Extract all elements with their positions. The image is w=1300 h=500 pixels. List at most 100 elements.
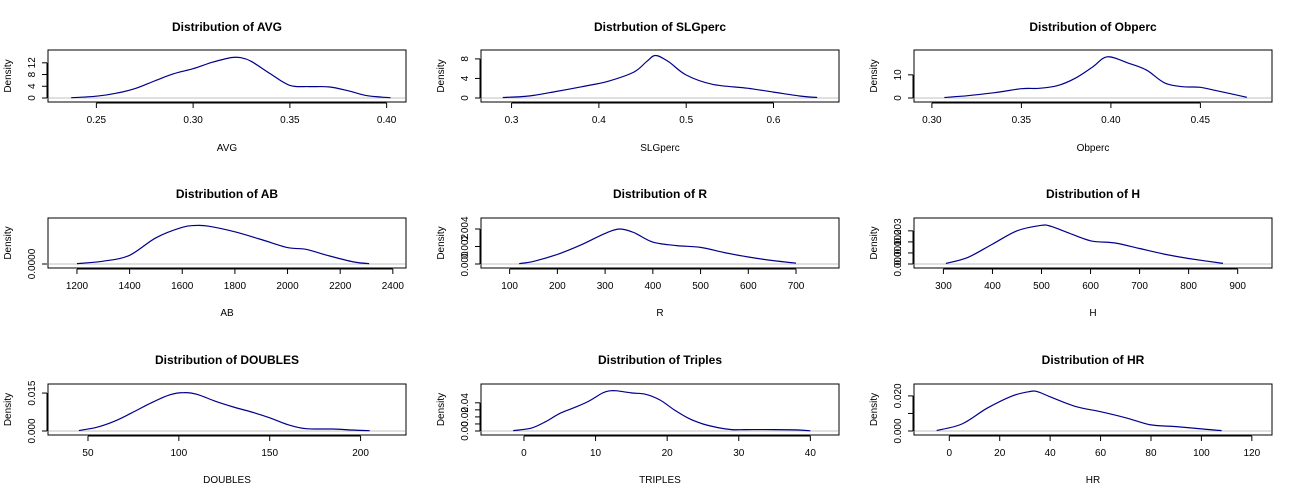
chart-title: Distribution of H xyxy=(1046,187,1140,201)
x-tick-label: 2400 xyxy=(382,281,405,292)
y-tick-label: 0.000 xyxy=(893,251,904,276)
y-tick-label: 0.020 xyxy=(893,383,904,408)
x-axis-label: Obperc xyxy=(1077,143,1110,154)
x-axis-label: R xyxy=(656,308,663,319)
chart-title: Distribution of AB xyxy=(176,187,279,201)
density-panel-7: Distribution of Triples TRIPLES Density 0 10… xyxy=(436,353,840,486)
x-tick-label: 0 xyxy=(521,448,527,459)
x-tick-label: 120 xyxy=(1243,448,1260,459)
x-tick-label: 100 xyxy=(170,448,187,459)
density-panel-6: Distribution of DOUBLES DOUBLES Density 50 1… xyxy=(3,353,407,486)
y-tick-label: 0 xyxy=(460,95,471,101)
x-axis-label: AB xyxy=(220,308,234,319)
y-tick-label: 0.02 xyxy=(460,407,471,427)
plot-frame xyxy=(913,49,1273,103)
x-tick-label: 0.30 xyxy=(922,115,942,126)
x-tick-label: 300 xyxy=(597,281,614,292)
y-tick-label: 0.004 xyxy=(460,216,471,241)
y-tick-label: 10 xyxy=(893,69,904,81)
y-axis-label: Density xyxy=(436,59,447,92)
chart-title: Distrbution of SLGperc xyxy=(594,20,726,34)
density-panel-8: Distribution of HR HR Density 0 20 40 60 80 100 1… xyxy=(869,353,1273,486)
x-tick-label: 100 xyxy=(1193,448,1210,459)
y-tick-label: 0.0000 xyxy=(27,248,38,279)
density-panel-0: Distribution of AVG AVG Density 0.25 0.30 0.3… xyxy=(3,20,407,154)
density-panel-1: Distrbution of SLGperc SLGperc Density 0.3 0… xyxy=(436,20,840,154)
y-tick-label: 8 xyxy=(460,56,471,62)
x-tick-label: 1800 xyxy=(224,281,247,292)
x-tick-label: 100 xyxy=(501,281,518,292)
x-tick-label: 0.35 xyxy=(280,115,300,126)
plot-frame xyxy=(913,217,1273,269)
x-tick-label: 0.4 xyxy=(592,115,606,126)
y-tick-label: 0.015 xyxy=(27,380,38,405)
x-tick-label: 2200 xyxy=(329,281,352,292)
y-axis-label: Density xyxy=(3,226,14,259)
x-tick-label: 700 xyxy=(788,281,805,292)
density-curve xyxy=(519,228,797,265)
chart-title: Distribution of HR xyxy=(1042,353,1145,367)
x-tick-label: 0.30 xyxy=(183,115,203,126)
y-tick-label: 0.000 xyxy=(460,251,471,276)
y-tick-label: 12 xyxy=(27,57,38,69)
x-tick-label: 30 xyxy=(733,448,745,459)
x-tick-label: 0.40 xyxy=(1101,115,1121,126)
x-tick-label: 500 xyxy=(1033,281,1050,292)
x-axis-label: H xyxy=(1089,308,1096,319)
density-curve xyxy=(78,391,370,432)
x-tick-label: 700 xyxy=(1131,281,1148,292)
x-tick-label: 0.40 xyxy=(377,115,397,126)
x-tick-label: 0.6 xyxy=(767,115,781,126)
y-tick-label: 0.000 xyxy=(893,418,904,443)
y-tick-label: 0 xyxy=(893,95,904,101)
x-tick-label: 0.25 xyxy=(87,115,107,126)
y-tick-label: 0.04 xyxy=(460,393,471,413)
density-curve xyxy=(944,56,1248,99)
x-tick-label: 1600 xyxy=(171,281,194,292)
chart-title: Distribution of R xyxy=(613,187,707,201)
x-tick-label: 0.45 xyxy=(1191,115,1211,126)
density-curve xyxy=(76,224,370,265)
chart-title: Distribution of AVG xyxy=(172,20,282,34)
x-tick-label: 10 xyxy=(590,448,602,459)
x-tick-label: 1400 xyxy=(118,281,141,292)
x-tick-label: 80 xyxy=(1145,448,1157,459)
density-curve xyxy=(936,390,1222,432)
x-tick-label: 600 xyxy=(740,281,757,292)
x-tick-label: 200 xyxy=(549,281,566,292)
x-tick-label: 900 xyxy=(1229,281,1246,292)
y-axis-label: Density xyxy=(869,226,880,259)
x-tick-label: 0.5 xyxy=(679,115,693,126)
plot-frame xyxy=(913,383,1273,436)
chart-title: Distribution of Triples xyxy=(598,353,722,367)
density-curve xyxy=(513,389,811,432)
x-tick-label: 400 xyxy=(984,281,1001,292)
chart-title: Distribution of Obperc xyxy=(1029,20,1157,34)
x-tick-label: 1200 xyxy=(66,281,89,292)
y-tick-label: 0 xyxy=(27,95,38,101)
y-axis-label: Density xyxy=(3,59,14,92)
x-tick-label: 40 xyxy=(1045,448,1057,459)
x-tick-label: 150 xyxy=(261,448,278,459)
x-tick-label: 20 xyxy=(662,448,674,459)
plot-frame xyxy=(47,49,407,103)
x-axis-label: HR xyxy=(1086,475,1100,486)
y-axis-label: Density xyxy=(869,59,880,92)
chart-title: Distribution of DOUBLES xyxy=(155,353,299,367)
density-panel-5: Distribution of H H Density 300 400 500 600 700… xyxy=(869,187,1273,319)
y-axis-label: Density xyxy=(436,226,447,259)
x-tick-label: 0.35 xyxy=(1012,115,1032,126)
x-axis-label: TRIPLES xyxy=(639,475,681,486)
x-tick-label: 2000 xyxy=(276,281,299,292)
x-tick-label: 20 xyxy=(994,448,1006,459)
x-tick-label: 0.3 xyxy=(505,115,519,126)
density-panel-2: Distribution of Obperc Obperc Density 0.30 0… xyxy=(869,20,1273,154)
x-tick-label: 600 xyxy=(1082,281,1099,292)
y-tick-label: 0.002 xyxy=(893,229,904,254)
density-curve xyxy=(502,54,818,99)
y-axis-label: Density xyxy=(3,393,14,426)
plot-frame xyxy=(480,49,840,103)
x-tick-label: 200 xyxy=(352,448,369,459)
x-axis-label: AVG xyxy=(217,143,238,154)
